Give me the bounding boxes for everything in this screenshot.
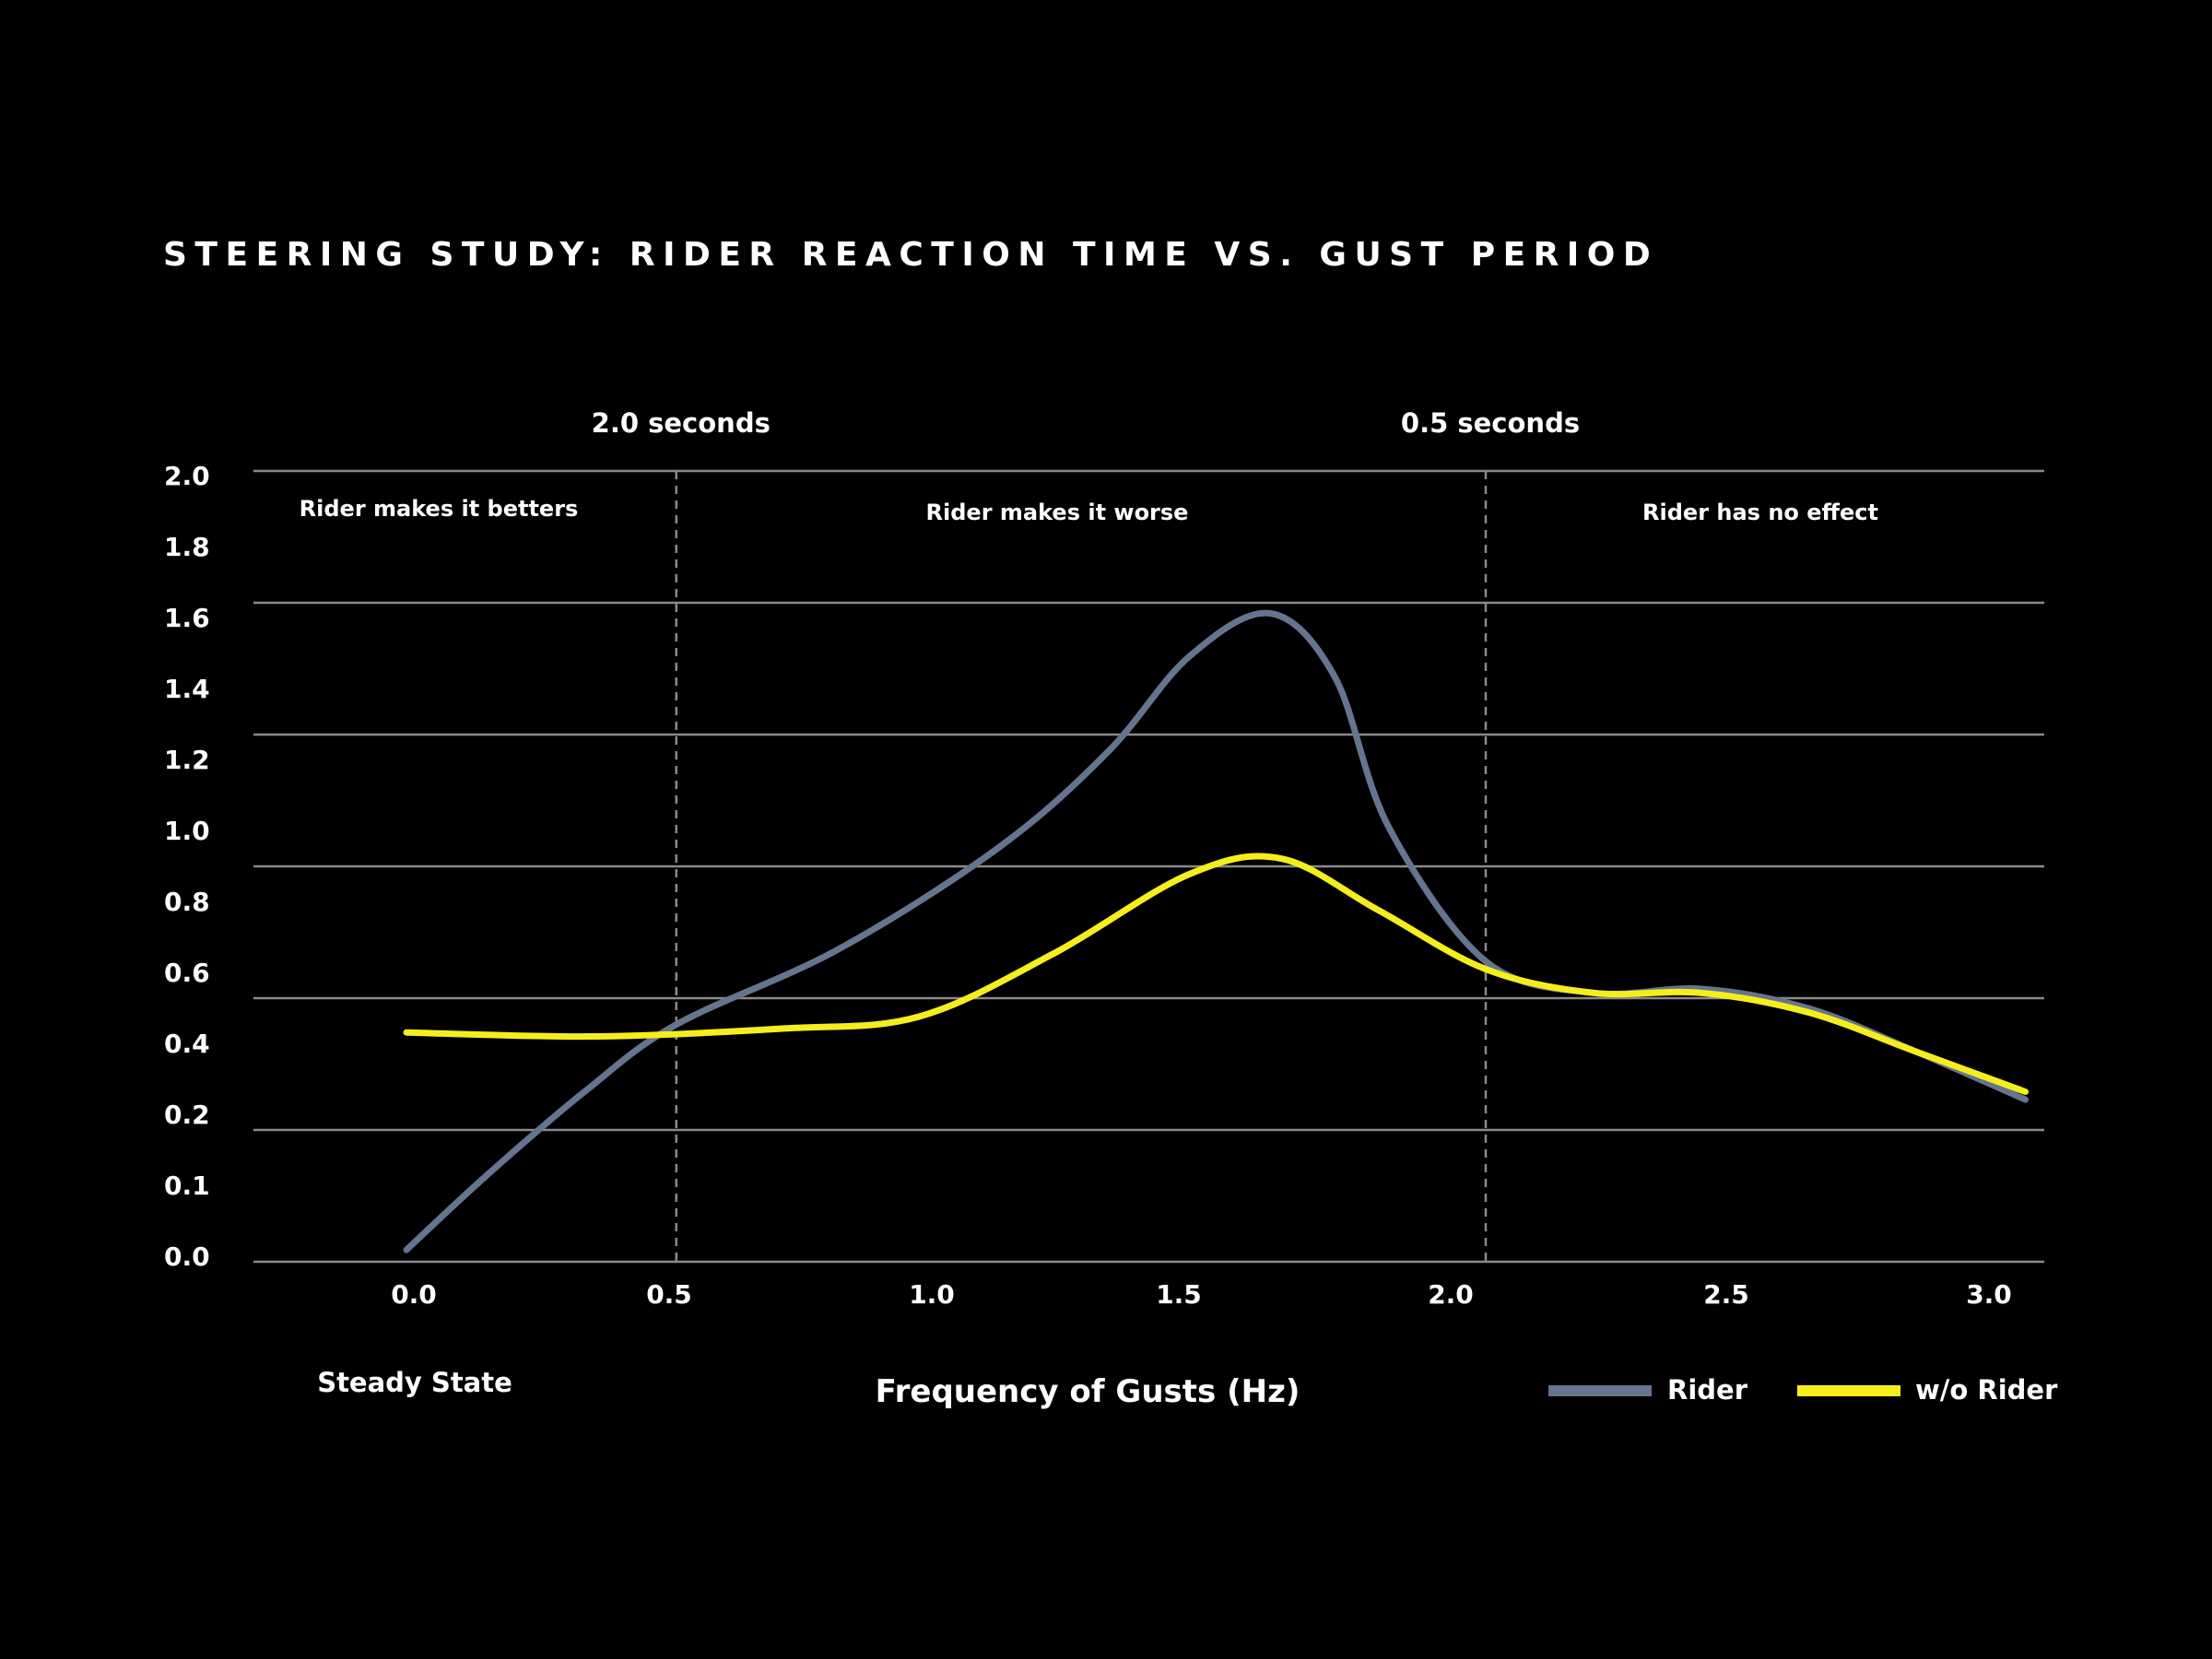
y-tick-label: 2.0 xyxy=(164,461,210,491)
y-tick-label: 0.0 xyxy=(164,1241,210,1272)
x-tick-label: 1.5 xyxy=(1156,1279,1202,1310)
series-lines xyxy=(403,609,2029,1253)
legend-label-without-rider: w/o Rider xyxy=(1915,1374,2058,1406)
y-tick-label: 0.8 xyxy=(164,887,210,917)
x-axis-title: Frequency of Gusts (Hz) xyxy=(876,1373,1300,1410)
region-label: Rider makes it betters xyxy=(300,496,579,522)
y-tick-label: 0.2 xyxy=(164,1100,210,1130)
y-tick-label: 1.6 xyxy=(164,603,210,633)
y-tick-label: 0.1 xyxy=(164,1171,210,1201)
y-tick-label: 1.0 xyxy=(164,816,210,846)
x-axis-ticks: 0.0 0.5 1.0 1.5 2.0 2.5 3.0 xyxy=(391,1279,2012,1310)
period-markers: 2.0 seconds 0.5 seconds xyxy=(592,407,1580,1262)
region-label: Rider has no effect xyxy=(1642,500,1878,525)
x-tick-label: 2.0 xyxy=(1428,1279,1474,1310)
x-tick-label: 0.0 xyxy=(391,1279,437,1310)
region-label: Rider makes it worse xyxy=(926,500,1189,525)
y-tick-label: 0.4 xyxy=(164,1029,210,1059)
y-tick-label: 0.6 xyxy=(164,958,210,988)
y-tick-label: 1.8 xyxy=(164,532,210,562)
x-tick-label: 1.0 xyxy=(909,1279,955,1310)
period-marker-label: 2.0 seconds xyxy=(592,407,771,439)
steady-state-label: Steady State xyxy=(317,1367,512,1398)
chart-title: STEERING STUDY: RIDER REACTION TIME VS. … xyxy=(163,236,1659,274)
y-tick-label: 1.2 xyxy=(164,745,210,775)
region-labels: Rider makes it betters Rider makes it wor… xyxy=(300,496,1878,525)
period-marker-label: 0.5 seconds xyxy=(1401,407,1580,439)
x-tick-label: 0.5 xyxy=(646,1279,692,1310)
x-tick-label: 3.0 xyxy=(1966,1279,2012,1310)
x-tick-label: 2.5 xyxy=(1703,1279,1749,1310)
y-tick-label: 1.4 xyxy=(164,674,210,704)
legend-label-rider: Rider xyxy=(1667,1374,1748,1406)
series-line-rider xyxy=(403,609,2029,1253)
gridlines xyxy=(253,469,2044,1264)
series-line-without-rider xyxy=(403,853,2029,1095)
legend: Rider w/o Rider xyxy=(1548,1374,2058,1406)
y-axis-ticks: 0.0 0.1 0.2 0.4 0.6 0.8 1.0 1.2 1.4 1.6 1.8 2.0 xyxy=(164,461,210,1272)
